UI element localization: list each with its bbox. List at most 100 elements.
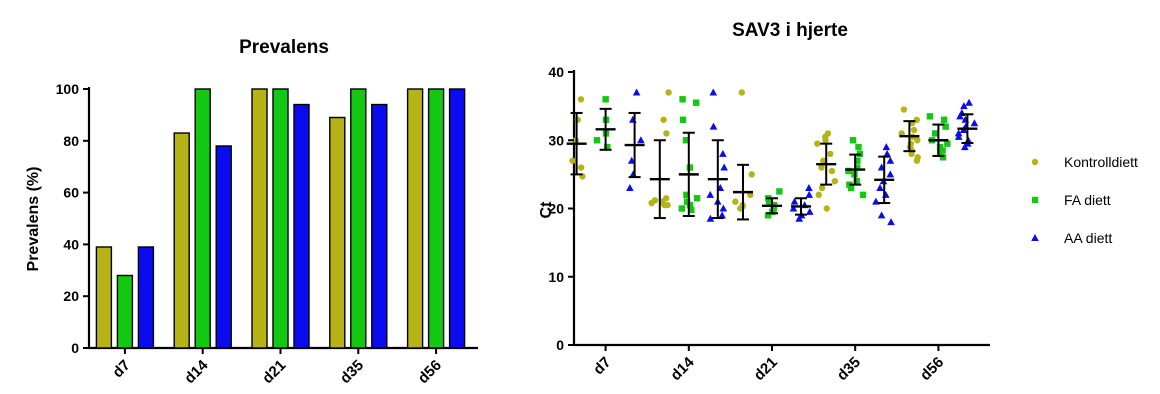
sav3-data-point bbox=[886, 170, 895, 178]
legend-label: AA diett bbox=[1064, 230, 1112, 246]
sav3-y-tick-label: 10 bbox=[548, 269, 564, 285]
sav3-data-point bbox=[910, 126, 918, 134]
sav3-data-point bbox=[679, 116, 687, 123]
sav3-data-point bbox=[913, 157, 921, 164]
sav3-data-point bbox=[936, 143, 944, 151]
sav3-data-point bbox=[931, 130, 939, 137]
sav3-error-bars bbox=[566, 107, 978, 221]
sav3-data-point bbox=[593, 137, 601, 144]
prevalens-x-tick-label: d14 bbox=[181, 356, 212, 387]
sav3-data-point bbox=[872, 197, 880, 205]
sav3-data-point bbox=[738, 89, 745, 96]
sav3-data-point bbox=[805, 190, 814, 198]
sav3-data-point bbox=[789, 204, 798, 212]
sav3-data-point bbox=[795, 214, 803, 222]
sav3-data-point bbox=[577, 96, 585, 103]
sav3-y-tick-label: 30 bbox=[548, 132, 564, 148]
sav3-data-point bbox=[604, 143, 611, 151]
prevalens-bars bbox=[95, 88, 466, 349]
sav3-data-point bbox=[748, 171, 755, 178]
sav3-data-point bbox=[937, 150, 944, 158]
sav3-data-point bbox=[688, 206, 695, 214]
sav3-data-point bbox=[886, 156, 895, 164]
sav3-x-tick-label: d14 bbox=[667, 353, 698, 384]
sav3-data-point bbox=[926, 113, 934, 120]
sav3-points bbox=[569, 88, 979, 226]
prevalens-y-tick-label: 100 bbox=[56, 81, 80, 97]
sav3-data-point bbox=[693, 195, 701, 202]
sav3-data-point bbox=[818, 184, 826, 192]
sav3-data-point bbox=[720, 163, 728, 171]
sav3-data-point bbox=[831, 178, 839, 185]
sav3-data-point bbox=[632, 88, 641, 96]
sav3-data-point bbox=[693, 99, 700, 106]
prevalens-bar bbox=[350, 88, 367, 349]
prevalens-bar bbox=[137, 246, 155, 349]
legend-marker bbox=[1031, 158, 1039, 166]
sav3-y-tick-label: 20 bbox=[548, 201, 564, 217]
sav3-y-axis-label: Ct bbox=[538, 201, 555, 219]
legend-marker bbox=[1031, 196, 1039, 204]
sav3-chart: SAV3 i hjerte Ct 0 10 20 30 40 d7 d14 d21 d35 d5… bbox=[538, 20, 1138, 384]
prevalens-bar bbox=[406, 88, 424, 349]
sav3-data-point bbox=[709, 88, 718, 96]
sav3-x-tick-label: d56 bbox=[917, 354, 947, 384]
sav3-data-point bbox=[822, 137, 829, 144]
sav3-data-point bbox=[819, 157, 827, 164]
prevalens-chart-title: Prevalens bbox=[239, 37, 329, 58]
sav3-data-point bbox=[847, 184, 855, 192]
sav3-data-point bbox=[876, 184, 884, 192]
sav3-data-point bbox=[719, 204, 728, 212]
sav3-data-point bbox=[706, 190, 715, 198]
sav3-data-point bbox=[805, 184, 813, 192]
legend-label: FA diett bbox=[1064, 192, 1111, 208]
legend-label: Kontrolldiett bbox=[1064, 154, 1138, 170]
sav3-data-point bbox=[574, 116, 581, 123]
sav3-data-point bbox=[942, 123, 949, 130]
sav3-data-point bbox=[577, 164, 585, 171]
sav3-data-point bbox=[954, 129, 963, 137]
prevalens-x-tick-label: d21 bbox=[259, 357, 289, 387]
sav3-data-point bbox=[686, 201, 694, 209]
prevalens-bar bbox=[173, 132, 190, 349]
sav3-data-point bbox=[887, 218, 895, 226]
prevalens-x-tick-label: d7 bbox=[109, 357, 133, 381]
sav3-data-point bbox=[939, 154, 947, 161]
prevalens-x-ticks: d7 d14 d21 d35 d56 bbox=[109, 348, 445, 387]
sav3-data-point bbox=[686, 164, 694, 171]
sav3-data-point bbox=[854, 157, 861, 164]
sav3-chart-title: SAV3 i hjerte bbox=[732, 20, 848, 41]
sav3-data-point bbox=[678, 205, 686, 212]
sav3-data-point bbox=[970, 119, 979, 127]
prevalens-bar bbox=[215, 145, 232, 349]
sav3-data-point bbox=[815, 191, 822, 199]
sav3-data-point bbox=[827, 150, 834, 158]
prevalens-bar bbox=[251, 88, 268, 349]
sav3-data-point bbox=[682, 137, 690, 144]
sav3-data-point bbox=[663, 130, 670, 137]
prevalens-y-tick-label: 80 bbox=[63, 133, 79, 149]
prevalens-y-tick-label: 20 bbox=[63, 288, 79, 304]
prevalens-y-axis-label: Prevalens (%) bbox=[25, 167, 42, 272]
sav3-x-ticks: d7 d14 d21 d35 d56 bbox=[590, 345, 947, 384]
sav3-data-point bbox=[679, 96, 686, 103]
prevalens-y-tick-label: 40 bbox=[63, 236, 79, 252]
sav3-data-point bbox=[626, 184, 634, 192]
prevalens-bar bbox=[371, 103, 388, 349]
sav3-data-point bbox=[960, 102, 968, 110]
prevalens-bar bbox=[293, 103, 310, 349]
sav3-data-point bbox=[732, 198, 739, 205]
sav3-data-point bbox=[790, 197, 799, 205]
sav3-data-point bbox=[683, 191, 690, 199]
sav3-x-tick-label: d35 bbox=[834, 354, 864, 384]
sav3-legend: Kontrolldiett FA diett AA diett bbox=[1031, 154, 1138, 246]
sav3-data-point bbox=[877, 211, 886, 219]
sav3-data-point bbox=[939, 147, 946, 154]
sav3-data-point bbox=[908, 150, 915, 158]
prevalens-bar bbox=[194, 88, 211, 349]
prevalens-bar bbox=[329, 116, 346, 349]
sav3-data-point bbox=[882, 190, 890, 198]
prevalens-bar bbox=[116, 274, 134, 349]
prevalens-bar bbox=[427, 88, 445, 349]
